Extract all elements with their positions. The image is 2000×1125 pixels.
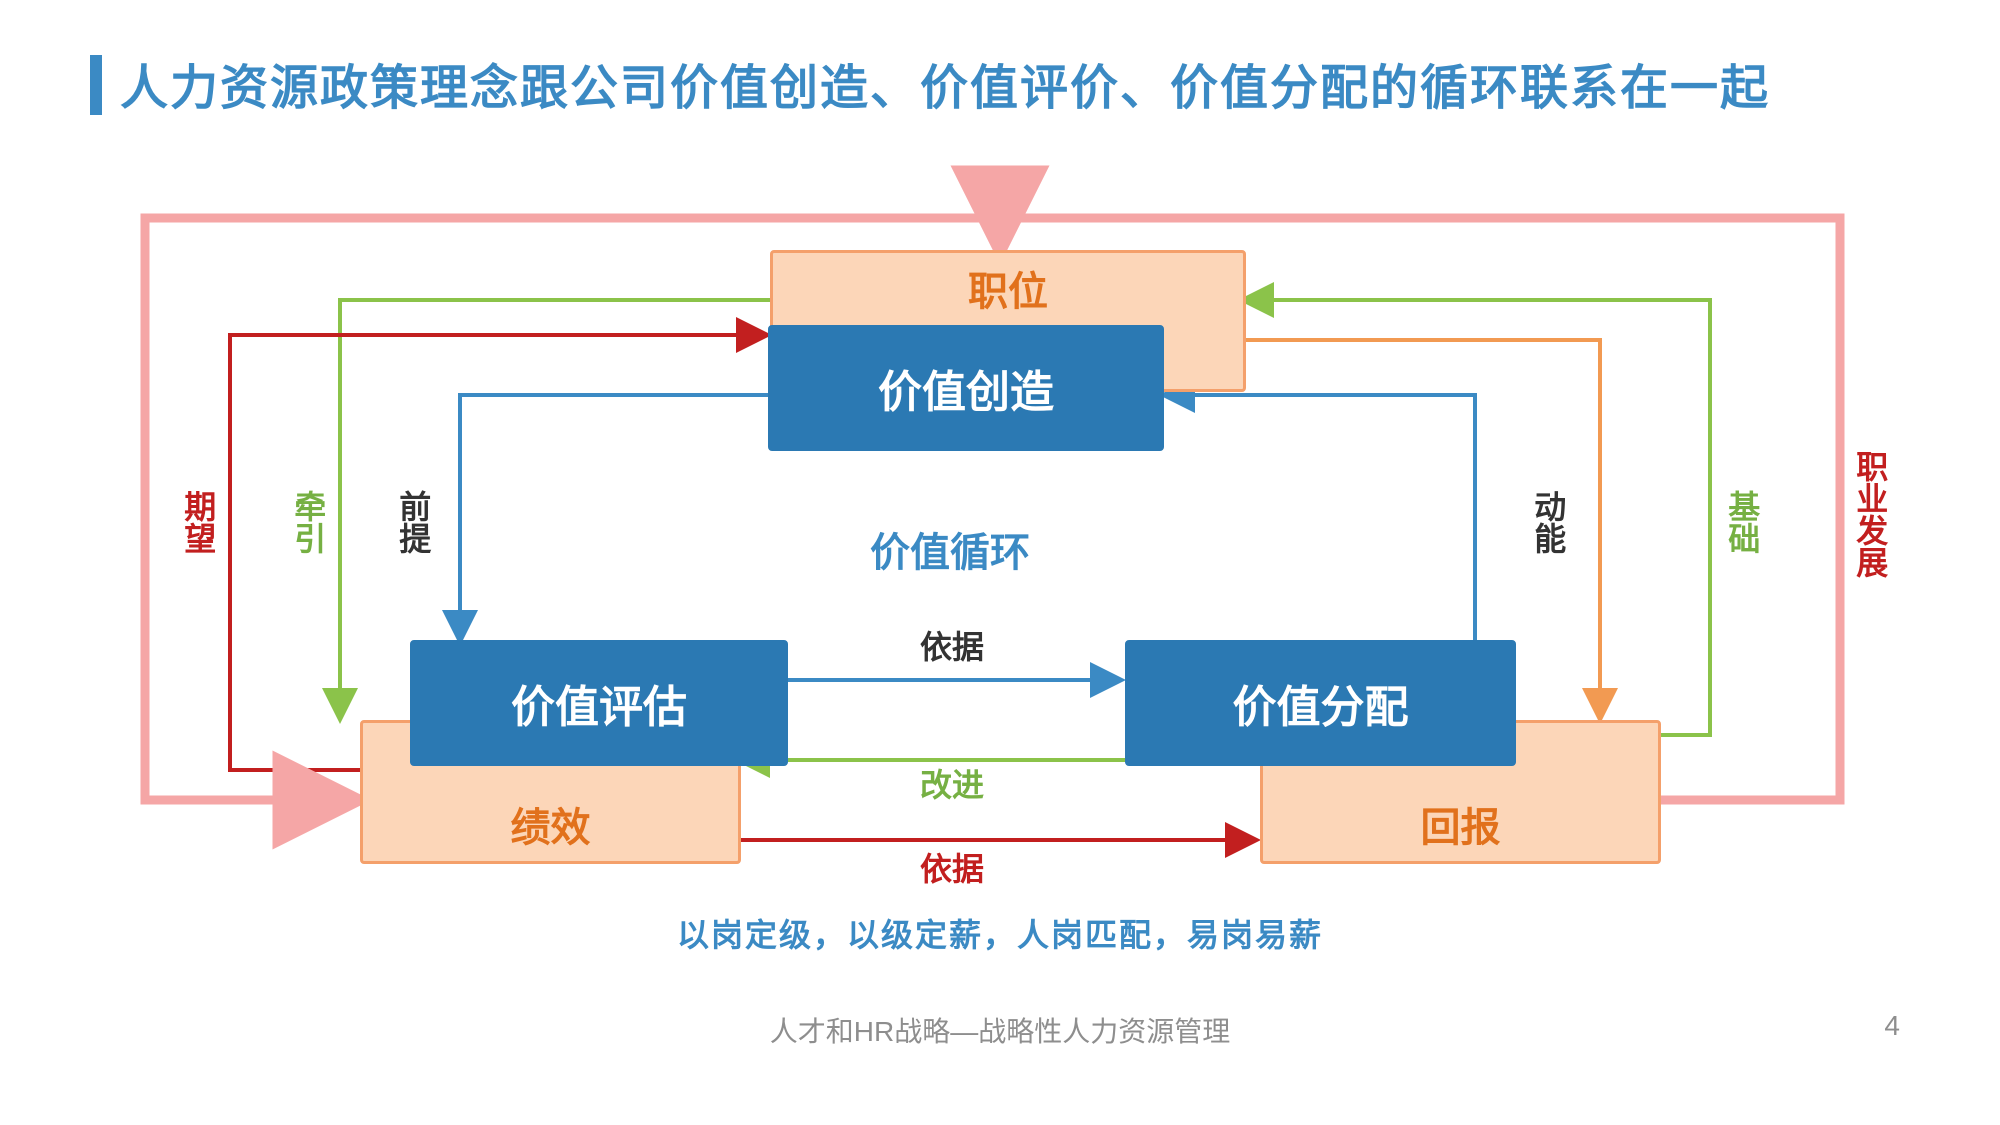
box-value-create: 价值创造 <box>768 325 1164 451</box>
label-qianyin: 牵引 <box>290 490 325 554</box>
label-yiju-mid: 依据 <box>920 622 984 668</box>
label-premise: 前提 <box>395 490 430 554</box>
label-qiwang: 期望 <box>180 490 215 554</box>
footer-title: 人才和HR战略—战略性人力资源管理 <box>0 1010 2000 1050</box>
box-position-label: 职位 <box>968 259 1048 317</box>
box-reward-label: 回报 <box>1421 795 1501 853</box>
bottom-principle-text: 以岗定级，以级定薪，人岗匹配，易岗易薪 <box>0 910 2000 956</box>
label-motivation: 动能 <box>1530 490 1565 554</box>
label-gaijin: 改进 <box>920 760 984 806</box>
label-jichu: 基础 <box>1724 490 1759 554</box>
label-center: 价值循环 <box>870 520 1030 578</box>
box-performance-label: 绩效 <box>511 795 591 853</box>
label-yiju-bottom: 依据 <box>920 844 984 890</box>
box-value-allocate: 价值分配 <box>1125 640 1516 766</box>
box-value-create-label: 价值创造 <box>878 356 1054 420</box>
label-career: 职业发展 <box>1852 450 1887 578</box>
box-value-allocate-label: 价值分配 <box>1233 671 1409 735</box>
box-value-evaluate-label: 价值评估 <box>511 671 687 735</box>
box-value-evaluate: 价值评估 <box>410 640 788 766</box>
page-number: 4 <box>1884 1010 1900 1042</box>
